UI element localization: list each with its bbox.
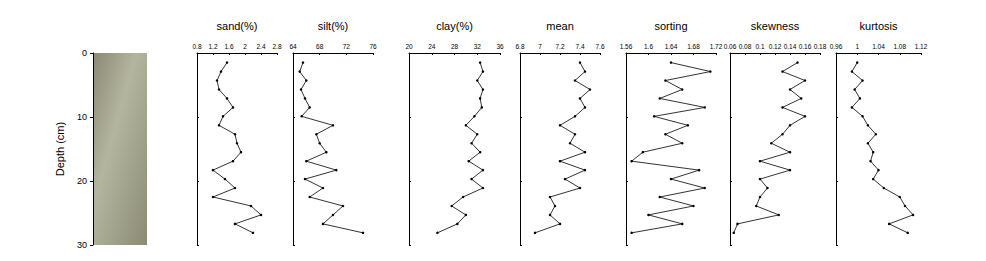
svg-text:0.14: 0.14 bbox=[784, 43, 797, 50]
svg-text:2: 2 bbox=[243, 43, 247, 50]
svg-text:0.1: 0.1 bbox=[755, 43, 764, 50]
svg-text:1.04: 1.04 bbox=[872, 43, 885, 50]
svg-text:2.4: 2.4 bbox=[256, 43, 265, 50]
svg-text:6.8: 6.8 bbox=[515, 43, 524, 50]
svg-text:sand(%): sand(%) bbox=[217, 20, 258, 32]
svg-text:silt(%): silt(%) bbox=[318, 20, 349, 32]
svg-text:64: 64 bbox=[289, 43, 297, 50]
svg-text:0.8: 0.8 bbox=[192, 43, 201, 50]
svg-text:2.8: 2.8 bbox=[272, 43, 281, 50]
svg-text:1.72: 1.72 bbox=[710, 43, 723, 50]
svg-text:7.6: 7.6 bbox=[595, 43, 604, 50]
svg-text:7.4: 7.4 bbox=[575, 43, 584, 50]
svg-text:0.96: 0.96 bbox=[830, 43, 843, 50]
svg-text:1.6: 1.6 bbox=[224, 43, 233, 50]
svg-text:0.18: 0.18 bbox=[814, 43, 827, 50]
svg-text:skewness: skewness bbox=[751, 20, 800, 32]
svg-text:Depth (cm): Depth (cm) bbox=[54, 122, 66, 176]
svg-text:0.12: 0.12 bbox=[769, 43, 782, 50]
svg-text:clay(%): clay(%) bbox=[436, 20, 473, 32]
svg-text:76: 76 bbox=[369, 43, 377, 50]
svg-text:1.64: 1.64 bbox=[665, 43, 678, 50]
svg-text:0: 0 bbox=[82, 48, 87, 58]
svg-text:7.2: 7.2 bbox=[555, 43, 564, 50]
svg-text:7: 7 bbox=[538, 43, 542, 50]
svg-text:0.16: 0.16 bbox=[799, 43, 812, 50]
svg-text:0.06: 0.06 bbox=[724, 43, 737, 50]
svg-text:sorting: sorting bbox=[654, 20, 687, 32]
svg-text:20: 20 bbox=[405, 43, 413, 50]
svg-text:72: 72 bbox=[343, 43, 351, 50]
svg-text:36: 36 bbox=[496, 43, 504, 50]
svg-text:1.08: 1.08 bbox=[893, 43, 906, 50]
svg-text:10: 10 bbox=[77, 112, 87, 122]
svg-text:kurtosis: kurtosis bbox=[860, 20, 898, 32]
svg-text:20: 20 bbox=[77, 176, 87, 186]
svg-text:68: 68 bbox=[316, 43, 324, 50]
svg-text:1.56: 1.56 bbox=[620, 43, 633, 50]
svg-text:mean: mean bbox=[546, 20, 574, 32]
svg-text:1.2: 1.2 bbox=[208, 43, 217, 50]
svg-text:28: 28 bbox=[451, 43, 459, 50]
svg-text:30: 30 bbox=[77, 240, 87, 250]
svg-text:1.6: 1.6 bbox=[644, 43, 653, 50]
svg-text:32: 32 bbox=[474, 43, 482, 50]
svg-text:1.68: 1.68 bbox=[687, 43, 700, 50]
svg-text:1: 1 bbox=[855, 43, 859, 50]
svg-text:24: 24 bbox=[428, 43, 436, 50]
svg-text:0.08: 0.08 bbox=[739, 43, 752, 50]
svg-text:1.12: 1.12 bbox=[915, 43, 928, 50]
